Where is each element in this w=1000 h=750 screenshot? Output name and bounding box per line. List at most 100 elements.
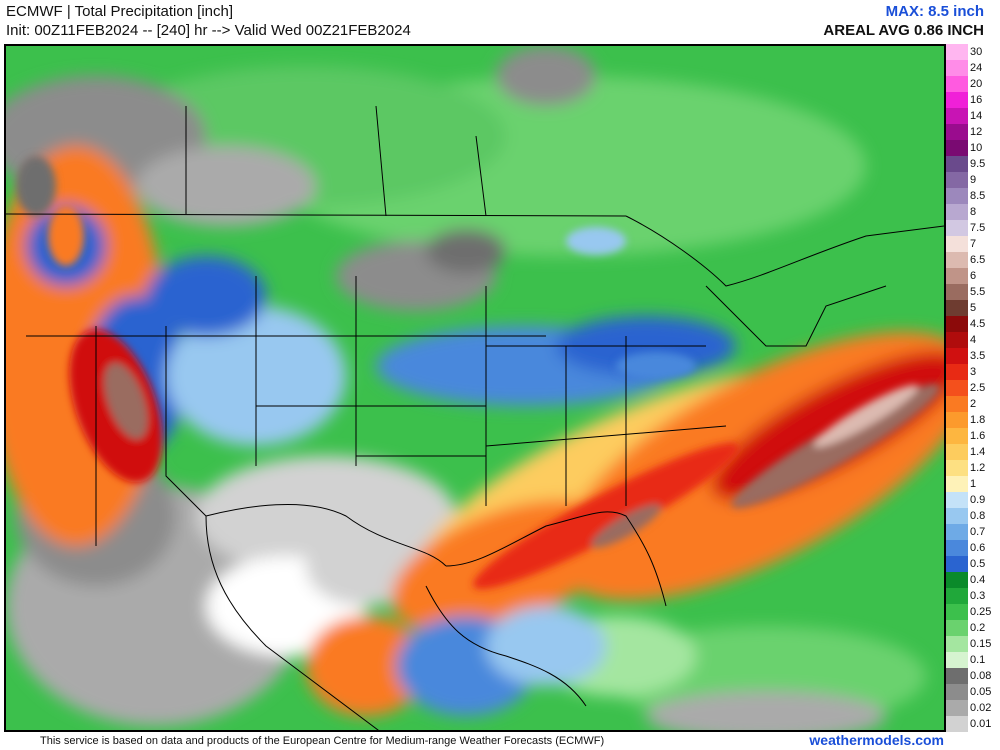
legend-swatch — [946, 156, 968, 172]
legend-swatch — [946, 44, 968, 60]
legend-entry: 7 — [946, 236, 1000, 252]
legend-entry: 0.15 — [946, 636, 1000, 652]
legend-entry: 3 — [946, 364, 1000, 380]
legend-label: 0.4 — [970, 574, 986, 586]
legend-entry: 6 — [946, 268, 1000, 284]
legend-entry: 0.4 — [946, 572, 1000, 588]
legend-label: 3 — [970, 366, 977, 378]
boundary-lines — [6, 105, 944, 730]
legend-entry: 1.6 — [946, 428, 1000, 444]
legend-swatch — [946, 588, 968, 604]
legend-entry: 1.8 — [946, 412, 1000, 428]
legend-entry: 1.2 — [946, 460, 1000, 476]
legend-entry: 24 — [946, 60, 1000, 76]
legend-swatch — [946, 412, 968, 428]
legend-label: 0.7 — [970, 526, 986, 538]
legend-label: 1.8 — [970, 414, 986, 426]
legend-swatch — [946, 252, 968, 268]
brand-link[interactable]: weathermodels.com — [809, 732, 944, 748]
legend-swatch — [946, 124, 968, 140]
legend-swatch — [946, 476, 968, 492]
precip-layer-broad — [6, 46, 944, 730]
legend-entry: 14 — [946, 108, 1000, 124]
legend-entry: 2 — [946, 396, 1000, 412]
legend-entry: 8 — [946, 204, 1000, 220]
legend-label: 4.5 — [970, 318, 986, 330]
legend-entry: 7.5 — [946, 220, 1000, 236]
legend-entry: 12 — [946, 124, 1000, 140]
legend-swatch — [946, 60, 968, 76]
legend-label: 5 — [970, 302, 977, 314]
legend-swatch — [946, 572, 968, 588]
precipitation-map[interactable] — [4, 44, 946, 732]
legend-entry: 0.7 — [946, 524, 1000, 540]
legend-label: 2 — [970, 398, 977, 410]
legend-entry: 1.4 — [946, 444, 1000, 460]
legend-swatch — [946, 364, 968, 380]
legend-label: 0.6 — [970, 542, 986, 554]
legend-entry: 10 — [946, 140, 1000, 156]
legend-swatch — [946, 316, 968, 332]
legend-label: 0.8 — [970, 510, 986, 522]
legend-entry: 4 — [946, 332, 1000, 348]
legend-entry: 0.05 — [946, 684, 1000, 700]
precipitation-field — [6, 46, 944, 730]
legend-entry: 0.6 — [946, 540, 1000, 556]
legend-entry: 0.1 — [946, 652, 1000, 668]
legend-label: 6.5 — [970, 254, 986, 266]
legend-entry: 0.08 — [946, 668, 1000, 684]
legend-label: 12 — [970, 126, 983, 138]
legend-swatch — [946, 460, 968, 476]
legend-label: 0.9 — [970, 494, 986, 506]
legend-label: 5.5 — [970, 286, 986, 298]
legend-entry: 1 — [946, 476, 1000, 492]
legend-swatch — [946, 76, 968, 92]
legend-entry: 30 — [946, 44, 1000, 60]
legend-entry: 9.5 — [946, 156, 1000, 172]
legend-label: 1 — [970, 478, 977, 490]
init-valid-time: Init: 00Z11FEB2024 -- [240] hr --> Valid… — [6, 22, 411, 39]
legend-label: 4 — [970, 334, 977, 346]
legend-label: 8 — [970, 206, 977, 218]
legend-label: 16 — [970, 94, 983, 106]
legend-swatch — [946, 236, 968, 252]
legend-swatch — [946, 636, 968, 652]
max-value: MAX: 8.5 inch — [885, 3, 984, 20]
legend-entry: 0.02 — [946, 700, 1000, 716]
legend-label: 1.6 — [970, 430, 986, 442]
legend-swatch — [946, 108, 968, 124]
legend-entry: 3.5 — [946, 348, 1000, 364]
legend-entry: 2.5 — [946, 380, 1000, 396]
legend-entry: 0.01 — [946, 716, 1000, 732]
legend-label: 0.5 — [970, 558, 986, 570]
legend-swatch — [946, 684, 968, 700]
legend-swatch — [946, 668, 968, 684]
legend-swatch — [946, 92, 968, 108]
legend-swatch — [946, 284, 968, 300]
legend-label: 0.02 — [970, 702, 992, 714]
legend-entry: 0.8 — [946, 508, 1000, 524]
legend-swatch — [946, 540, 968, 556]
map-title: ECMWF | Total Precipitation [inch] — [6, 3, 234, 20]
legend-swatch — [946, 332, 968, 348]
credit-text: This service is based on data and produc… — [40, 735, 605, 747]
legend-swatch — [946, 380, 968, 396]
legend-swatch — [946, 524, 968, 540]
legend-label: 20 — [970, 78, 983, 90]
legend-entry: 5.5 — [946, 284, 1000, 300]
legend-entry: 16 — [946, 92, 1000, 108]
legend-entry: 0.9 — [946, 492, 1000, 508]
legend-label: 2.5 — [970, 382, 986, 394]
legend-entry: 0.5 — [946, 556, 1000, 572]
legend-label: 0.08 — [970, 670, 992, 682]
legend-label: 9.5 — [970, 158, 986, 170]
legend-swatch — [946, 204, 968, 220]
legend-swatch — [946, 508, 968, 524]
legend-swatch — [946, 268, 968, 284]
legend-entry: 0.2 — [946, 620, 1000, 636]
legend-entry: 9 — [946, 172, 1000, 188]
legend-entry: 5 — [946, 300, 1000, 316]
legend-swatch — [946, 428, 968, 444]
legend-label: 0.2 — [970, 622, 986, 634]
legend-swatch — [946, 700, 968, 716]
